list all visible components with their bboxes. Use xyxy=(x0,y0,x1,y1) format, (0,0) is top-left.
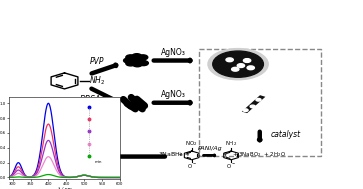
Circle shape xyxy=(132,54,142,59)
Polygon shape xyxy=(242,95,265,113)
Text: PANI/Ag: PANI/Ag xyxy=(197,146,222,151)
Circle shape xyxy=(208,49,268,80)
Circle shape xyxy=(126,61,135,66)
Circle shape xyxy=(139,61,148,66)
Text: + 4: + 4 xyxy=(178,152,189,157)
Text: min: min xyxy=(94,160,102,164)
Circle shape xyxy=(226,58,233,62)
Circle shape xyxy=(129,57,139,62)
Text: AgNO₃: AgNO₃ xyxy=(161,48,186,57)
Circle shape xyxy=(237,64,245,67)
Circle shape xyxy=(247,66,254,70)
X-axis label: λ / nm: λ / nm xyxy=(58,187,71,189)
Text: NO$_2$: NO$_2$ xyxy=(185,139,198,148)
Circle shape xyxy=(138,55,148,60)
Circle shape xyxy=(256,98,261,101)
Circle shape xyxy=(126,55,135,60)
Text: catalyst: catalyst xyxy=(270,130,301,139)
Text: DBSA-Na: DBSA-Na xyxy=(80,95,115,104)
Circle shape xyxy=(232,67,239,71)
Text: NH$_2$: NH$_2$ xyxy=(89,75,106,87)
Text: 4: 4 xyxy=(222,152,226,157)
FancyBboxPatch shape xyxy=(199,49,321,156)
Circle shape xyxy=(123,58,133,63)
Circle shape xyxy=(243,109,248,112)
Text: O$^-$: O$^-$ xyxy=(226,162,236,170)
Circle shape xyxy=(250,105,255,108)
Text: O$^-$: O$^-$ xyxy=(187,162,197,170)
Text: NH$_2$: NH$_2$ xyxy=(225,139,237,148)
Text: 3NaBH$_4$: 3NaBH$_4$ xyxy=(158,150,184,159)
Text: + 3NaBO$_2$  + 2H$_2$O: + 3NaBO$_2$ + 2H$_2$O xyxy=(232,150,286,159)
Text: PVP: PVP xyxy=(90,57,104,66)
Circle shape xyxy=(213,51,264,77)
Circle shape xyxy=(244,59,251,62)
Circle shape xyxy=(132,62,142,67)
Circle shape xyxy=(135,58,145,63)
Text: AgNO₃: AgNO₃ xyxy=(161,90,186,99)
